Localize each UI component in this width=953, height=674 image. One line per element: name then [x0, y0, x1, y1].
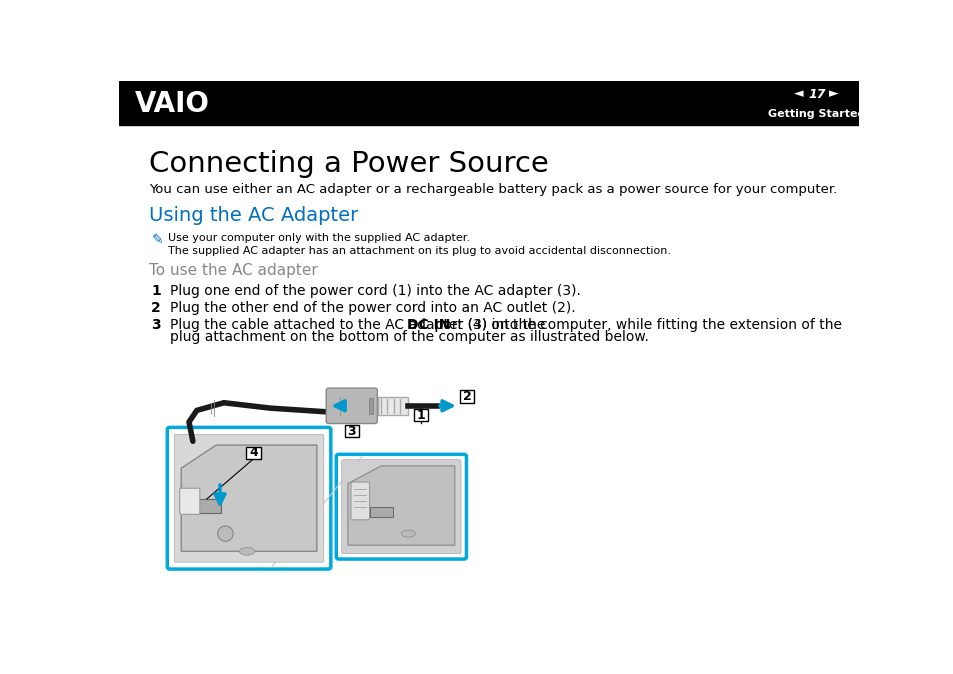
Text: 17: 17	[807, 88, 824, 100]
Text: 4: 4	[249, 446, 257, 459]
Bar	[369, 398, 373, 414]
Bar	[119, 81, 858, 125]
Text: DC IN: DC IN	[407, 318, 450, 332]
Text: You can use either an AC adapter or a rechargeable battery pack as a power sourc: You can use either an AC adapter or a re…	[149, 183, 836, 195]
Text: 1: 1	[151, 284, 161, 298]
Text: ►: ►	[828, 88, 838, 100]
Text: ✎: ✎	[152, 233, 164, 247]
Text: 1: 1	[416, 408, 425, 421]
Text: Plug one end of the power cord (1) into the AC adapter (3).: Plug one end of the power cord (1) into …	[171, 284, 580, 298]
Text: Plug the other end of the power cord into an AC outlet (2).: Plug the other end of the power cord int…	[171, 301, 576, 315]
Text: port (4) on the computer, while fitting the extension of the: port (4) on the computer, while fitting …	[429, 318, 841, 332]
Text: 2: 2	[151, 301, 161, 315]
FancyBboxPatch shape	[351, 482, 369, 520]
Circle shape	[217, 526, 233, 541]
Text: Use your computer only with the supplied AC adapter.: Use your computer only with the supplied…	[168, 233, 470, 243]
FancyBboxPatch shape	[174, 434, 323, 562]
FancyBboxPatch shape	[179, 488, 199, 514]
Bar	[414, 409, 427, 421]
Text: 3: 3	[151, 318, 160, 332]
Bar	[192, 499, 220, 513]
Bar	[245, 447, 261, 459]
Text: Connecting a Power Source: Connecting a Power Source	[149, 150, 548, 178]
Ellipse shape	[401, 530, 415, 537]
FancyBboxPatch shape	[335, 454, 466, 559]
Text: 2: 2	[462, 390, 471, 403]
Bar	[369, 507, 393, 518]
Text: Plug the cable attached to the AC adapter (3) into the: Plug the cable attached to the AC adapte…	[171, 318, 550, 332]
Text: Using the AC Adapter: Using the AC Adapter	[149, 206, 357, 224]
Text: To use the AC adapter: To use the AC adapter	[149, 264, 317, 278]
FancyBboxPatch shape	[167, 427, 331, 569]
Polygon shape	[181, 445, 316, 551]
Bar	[459, 390, 474, 403]
Text: Getting Started: Getting Started	[767, 109, 864, 119]
FancyBboxPatch shape	[341, 460, 460, 553]
Text: ◄: ◄	[793, 88, 802, 100]
Bar	[377, 396, 407, 415]
Polygon shape	[348, 466, 455, 545]
Ellipse shape	[239, 547, 254, 555]
FancyBboxPatch shape	[326, 388, 377, 423]
Text: The supplied AC adapter has an attachment on its plug to avoid accidental discon: The supplied AC adapter has an attachmen…	[168, 245, 670, 255]
Text: 3: 3	[347, 425, 355, 437]
Text: plug attachment on the bottom of the computer as illustrated below.: plug attachment on the bottom of the com…	[171, 330, 649, 344]
Bar	[344, 425, 358, 437]
Text: VAIO: VAIO	[134, 90, 210, 118]
